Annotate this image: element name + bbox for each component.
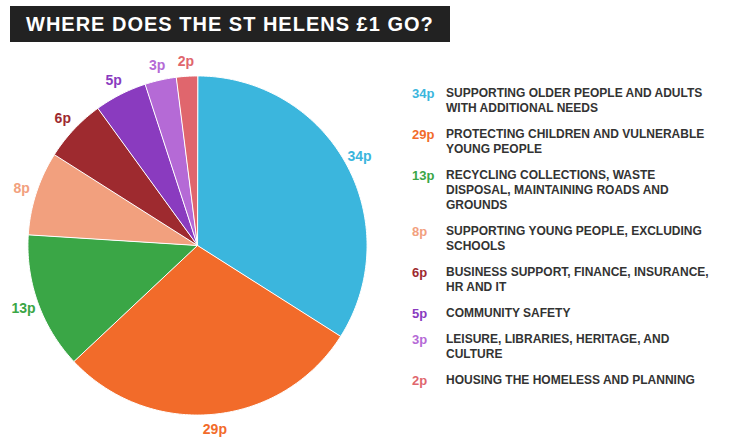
html-text:PROTECTING CHILDREN AND VULNER: PROTECTING CHILDREN AND VULNERABLE YOUNG… [446, 127, 705, 156]
html-text:2p: 2p [412, 373, 428, 388]
html-text:13p: 13p [412, 168, 435, 183]
svg-text:5p: 5p [105, 72, 121, 88]
html-text:5p: 5p [412, 306, 428, 321]
svg-text:34p: 34p [347, 148, 371, 164]
html-text:COMMUNITY SAFETY: COMMUNITY SAFETY [446, 306, 571, 320]
svg-text:2p: 2p [178, 53, 194, 69]
html-text:6p: 6p [412, 265, 428, 280]
html-text:29p: 29p [412, 127, 435, 142]
html-text:8p: 8p [412, 224, 428, 239]
html-text:RECYCLING COLLECTIONS, WASTE D: RECYCLING COLLECTIONS, WASTE DISPOSAL, M… [446, 168, 669, 212]
html-text:LEISURE, LIBRARIES, HERITAGE,: LEISURE, LIBRARIES, HERITAGE, AND CULTUR… [446, 332, 670, 361]
html-text:SUPPORTING OLDER PEOPLE AND AD: SUPPORTING OLDER PEOPLE AND ADULTS WITH … [446, 86, 703, 115]
svg-text:13p: 13p [12, 300, 36, 316]
html-text:WHERE DOES THE ST HELENS £1 GO: WHERE DOES THE ST HELENS £1 GO? [26, 13, 434, 35]
svg-text:8p: 8p [14, 180, 30, 196]
html-text:3p: 3p [412, 332, 428, 347]
html-text:BUSINESS SUPPORT, FINANCE, INS: BUSINESS SUPPORT, FINANCE, INSURANCE, HR… [446, 265, 709, 294]
svg-text:6p: 6p [55, 110, 71, 126]
html-text:SUPPORTING YOUNG PEOPLE, EXCLU: SUPPORTING YOUNG PEOPLE, EXCLUDING SCHOO… [446, 224, 702, 253]
svg-text:3p: 3p [149, 57, 165, 73]
html-text:HOUSING THE HOMELESS AND PLANN: HOUSING THE HOMELESS AND PLANNING [446, 373, 695, 387]
html-text:34p: 34p [412, 86, 435, 101]
svg-text:29p: 29p [203, 421, 227, 437]
